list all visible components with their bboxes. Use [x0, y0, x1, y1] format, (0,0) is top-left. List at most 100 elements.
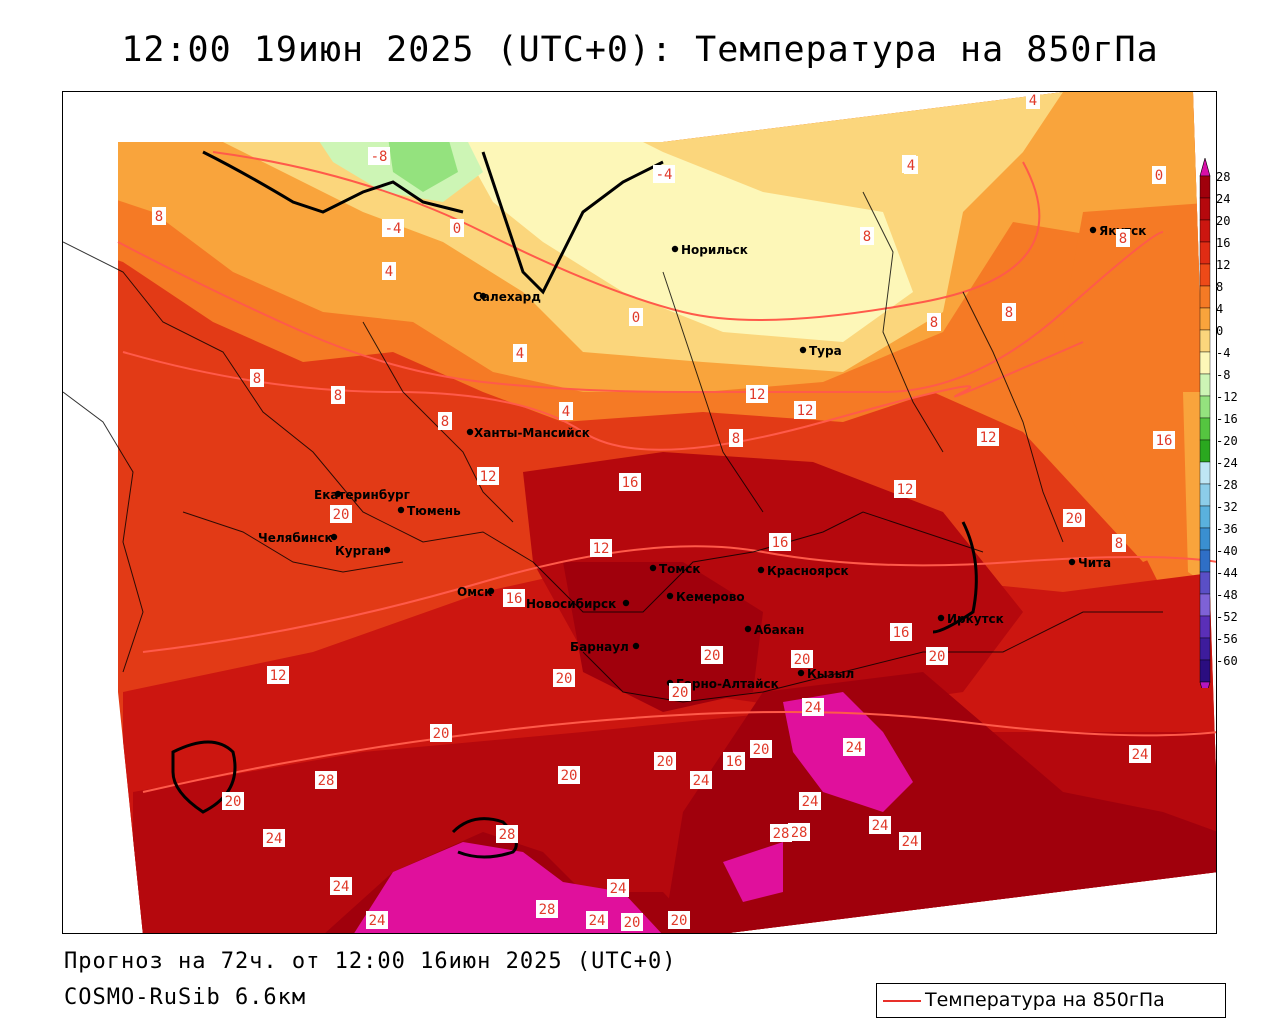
city-dot [397, 506, 405, 514]
colorbar-swatch [1199, 329, 1211, 353]
contour-label-value: 28 [773, 826, 790, 842]
contour-label-box [894, 480, 916, 498]
city-dot [330, 533, 338, 541]
contour-label: 8 [1112, 534, 1126, 552]
contour-label-box [331, 386, 345, 404]
contour-label-value: 24 [872, 818, 889, 834]
contour-label-box [1116, 229, 1130, 247]
city-marker: Салехард [473, 290, 541, 304]
contour-label-value: 16 [726, 754, 743, 770]
contour-label-value: 24 [333, 879, 350, 895]
colorbar-swatch [1199, 395, 1211, 419]
colorbar-tick: -28 [1216, 478, 1238, 492]
contour-label-box [477, 467, 499, 485]
city-dot [799, 346, 807, 354]
contour-label: 20 [926, 647, 948, 665]
contour-label-box [869, 816, 891, 834]
contour-label-value: 0 [632, 310, 640, 326]
contour-label-value: 28 [539, 902, 556, 918]
contour-label: 8 [331, 386, 345, 404]
contour-label-box [1002, 303, 1016, 321]
contour-label-value: 12 [270, 668, 287, 684]
city-label: Норильск [681, 243, 748, 257]
contour-label: 16 [723, 752, 745, 770]
city-marker: Курган [335, 544, 391, 558]
city-label: Челябинск [258, 531, 333, 545]
city-label: Кемерово [676, 590, 745, 604]
contour-label-value: 20 [672, 685, 689, 701]
colorbar-swatch [1199, 241, 1211, 265]
contour-label: 4 [904, 156, 918, 174]
colorbar-swatch [1199, 549, 1211, 573]
contour-label: 20 [621, 913, 643, 931]
contour-label: 20 [791, 650, 813, 668]
coastlines [171, 150, 978, 859]
contour-label-box [553, 669, 575, 687]
legend-label: Температура на 850гПа [925, 989, 1165, 1011]
contour-label: 8 [860, 227, 874, 245]
contour-label-value: 20 [556, 671, 573, 687]
contour-label: 8 [152, 207, 166, 225]
contour-label-value: 16 [622, 475, 639, 491]
contour-label-value: 20 [624, 915, 641, 931]
contour-label-box [788, 823, 810, 841]
colorbar-tick: -16 [1216, 412, 1238, 426]
contour-labels-layer: -8-4-40844048408888488412128121612161220… [152, 92, 1175, 931]
contour-label: 20 [558, 766, 580, 784]
city-dot [744, 625, 752, 633]
city-dot [1068, 558, 1076, 566]
contour-label-value: 24 [589, 913, 606, 929]
colorbar-tick: 12 [1216, 258, 1230, 272]
contour-label-value: 20 [753, 742, 770, 758]
contour-label-value: 12 [797, 403, 814, 419]
contour-label-box [1129, 745, 1151, 763]
city-marker: Томск [649, 562, 701, 576]
contour-label-box [382, 262, 396, 280]
contour-label: 24 [869, 816, 891, 834]
city-dot [1089, 226, 1097, 234]
contour-label-value: 16 [772, 535, 789, 551]
colorbar-swatch [1199, 593, 1211, 617]
city-marker: Иркутск [937, 612, 1004, 626]
contour-label-value: 24 [266, 831, 283, 847]
contour-label-value: 8 [732, 431, 740, 447]
contour-label: 4 [1026, 92, 1040, 109]
contour-label: 0 [450, 219, 464, 237]
contour-label-value: 4 [1029, 93, 1037, 109]
contour-label-box [653, 165, 675, 183]
contour-label: 24 [366, 911, 388, 929]
city-marker: Кызыл [797, 667, 854, 681]
colorbar-swatch [1199, 461, 1211, 485]
contour-label: 20 [330, 505, 352, 523]
contour-label-value: 20 [794, 652, 811, 668]
city-dot [383, 546, 391, 554]
contour-label: 4 [513, 344, 527, 362]
contour-label-box [586, 911, 608, 929]
contour-label: 8 [729, 429, 743, 447]
contour-label-box [799, 792, 821, 810]
contour-label: 20 [750, 740, 772, 758]
colorbar-swatch [1199, 659, 1211, 683]
colorbar-swatch [1199, 637, 1211, 661]
city-marker: Тюмень [397, 504, 461, 518]
contour-label-box [430, 724, 452, 742]
contour-label-box [843, 738, 865, 756]
city-dot [632, 642, 640, 650]
contour-label: 12 [746, 385, 768, 403]
contour-label-value: -4 [656, 167, 673, 183]
contour-label-value: 24 [802, 794, 819, 810]
contour-label-value: 24 [1132, 747, 1149, 763]
contour-label: 8 [438, 412, 452, 430]
contour-label-box [590, 539, 612, 557]
contour-label-box [330, 505, 352, 523]
contour-label-box [668, 911, 690, 929]
city-marker: Норильск [671, 243, 748, 257]
colorbar-bottom-arrow [1199, 681, 1211, 688]
contour-label-value: 24 [693, 773, 710, 789]
colorbar-swatch [1199, 439, 1211, 463]
city-label: Абакан [754, 623, 804, 637]
contour-label-value: 20 [561, 768, 578, 784]
contour-label: 4 [559, 402, 573, 420]
colorbar-tick: -24 [1216, 456, 1238, 470]
contour-label-value: 16 [1156, 433, 1173, 449]
